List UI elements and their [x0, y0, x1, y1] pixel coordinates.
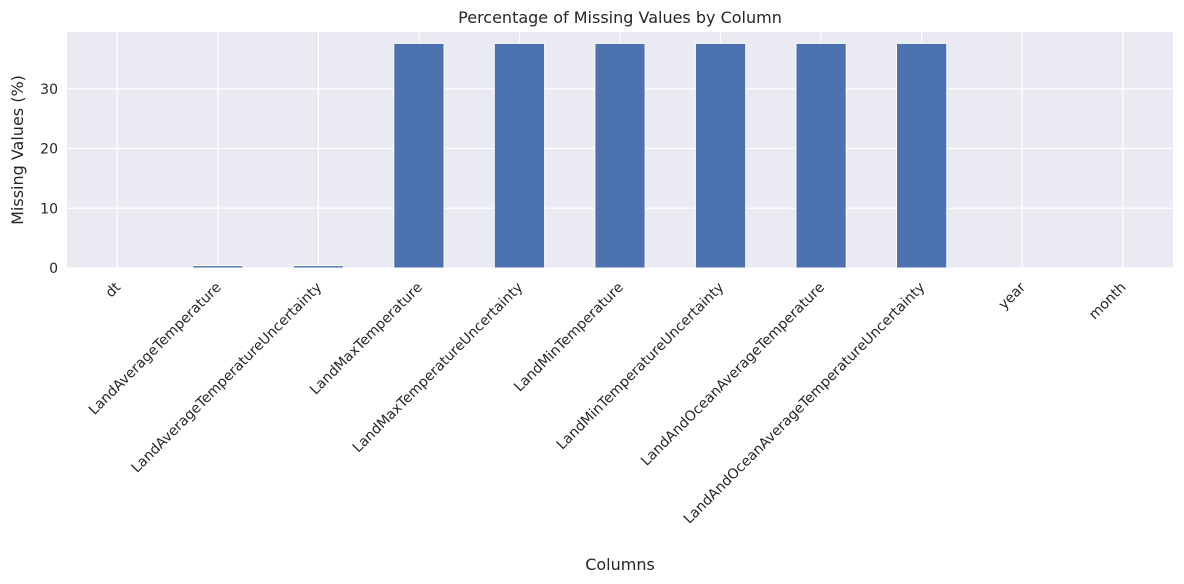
x-tick-label: LandMaxTemperature: [307, 280, 426, 399]
bar-LandMaxTemperatureUncertainty: [493, 42, 546, 269]
bar-LandAndOceanAverageTemperature: [795, 42, 847, 269]
x-tick-label: LandMaxTemperatureUncertainty: [350, 280, 526, 456]
y-axis-label: Missing Values (%): [8, 75, 27, 225]
x-tick-label: year: [996, 279, 1030, 313]
x-tick-label: LandAverageTemperatureUncertainty: [129, 280, 326, 477]
x-tick-label: LandMinTemperature: [511, 280, 627, 396]
x-tick-label: dt: [103, 279, 125, 301]
y-tick-label: 30: [40, 82, 58, 98]
x-tick-label: LandMinTemperatureUncertainty: [554, 280, 728, 454]
chart-title: Percentage of Missing Values by Column: [458, 8, 782, 27]
bars: [192, 42, 948, 269]
bar-LandAndOceanAverageTemperatureUncertainty: [896, 42, 948, 269]
x-axis-ticks: dtLandAverageTemperatureLandAverageTempe…: [86, 279, 1130, 527]
y-tick-label: 10: [40, 201, 58, 217]
x-tick-label: LandAndOceanAverageTemperatureUncertaint…: [681, 280, 929, 528]
x-tick-label: month: [1086, 280, 1129, 323]
bar-LandMaxTemperature: [393, 42, 445, 269]
bar-LandMinTemperatureUncertainty: [694, 42, 747, 269]
y-tick-label: 20: [40, 142, 58, 158]
bar-LandAverageTemperatureUncertainty: [292, 265, 344, 269]
y-axis-ticks: 0 10 20 30: [40, 82, 58, 277]
x-axis-label: Columns: [585, 555, 655, 574]
x-tick-label: LandAndOceanAverageTemperature: [638, 280, 828, 470]
y-tick-label: 0: [49, 261, 58, 277]
bar-LandMinTemperature: [594, 42, 646, 269]
bar-LandAverageTemperature: [192, 265, 244, 269]
